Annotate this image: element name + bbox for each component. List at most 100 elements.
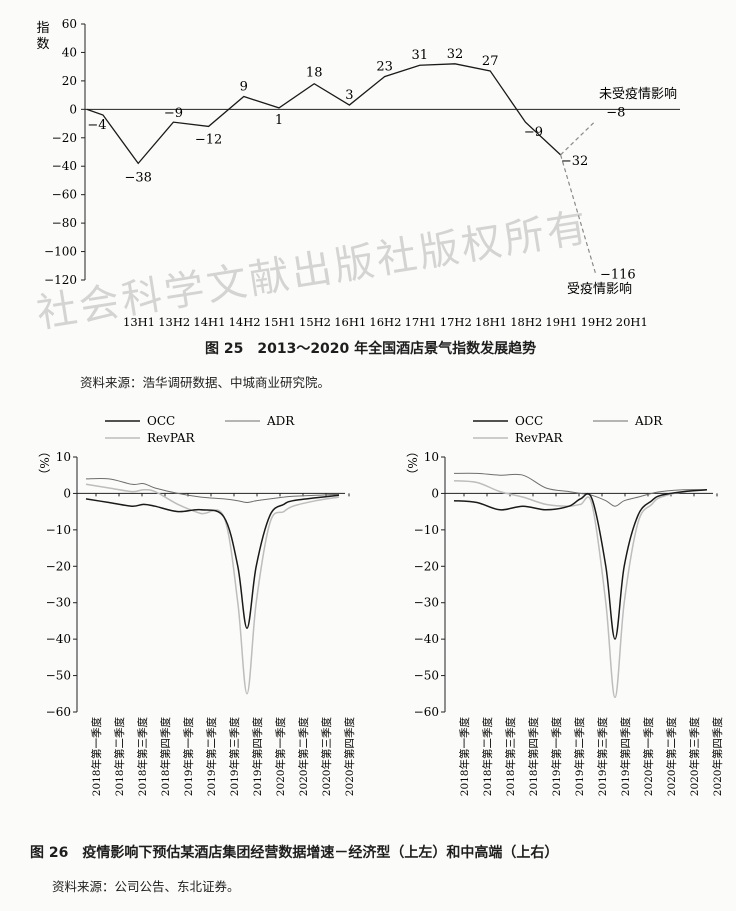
x-tick-label: 16H2 — [369, 315, 401, 329]
figure25-caption: 图 25 2013～2020 年全国酒店景气指数发展趋势 — [205, 341, 537, 357]
x-tick-label: 15H1 — [264, 315, 296, 329]
x-tick-label: 2019年第二季度 — [573, 717, 586, 797]
y-tick-label: −20 — [46, 559, 71, 573]
annotation-affected: 受疫情影响 — [567, 281, 632, 297]
hotel-index-trend-chart: 60 40 20 0 −20 −40 −60 −80 −100 −120 指数 −4 −38 −9 −12 9… — [36, 17, 680, 329]
legend-label-revpar: RevPAR — [515, 431, 564, 445]
y-tick-label: −60 — [414, 705, 439, 719]
y-tick-label: −50 — [414, 669, 439, 683]
figure26-caption: 图 26 疫情影响下预估某酒店集团经营数据增速－经济型（上左）和中高端（上右） — [30, 845, 559, 861]
x-tick-label: 2018年第一季度 — [90, 717, 103, 797]
legend-label-adr: ADR — [634, 414, 663, 428]
unaffected-forecast-line — [560, 120, 597, 156]
y-tick-label: −50 — [46, 669, 71, 683]
legend-label-occ: OCC — [515, 414, 543, 428]
y-axis-label: （%） — [405, 445, 419, 480]
midscale-hotel-growth-chart: OCC ADR RevPAR 10 0 −10 −20 −30 −40 −50 −60 （%） 2018… — [405, 414, 724, 797]
x-tick-label: 2018年第四季度 — [527, 717, 540, 797]
y-tick-label: −40 — [414, 632, 439, 646]
data-label: −9 — [524, 125, 543, 140]
x-tick-label: 2018年第三季度 — [136, 717, 149, 797]
annotation-unaffected: 未受疫情影响 — [599, 86, 677, 102]
data-label: −38 — [124, 170, 151, 185]
series-line-revpar — [85, 483, 340, 695]
x-tick-label: 2018年第二季度 — [113, 717, 126, 797]
x-tick-label: 2020年第二季度 — [665, 717, 678, 797]
y-tick-label: 0 — [69, 102, 77, 116]
y-tick-label: 10 — [424, 450, 439, 464]
data-label: 27 — [482, 54, 499, 69]
y-tick-label: −120 — [44, 273, 77, 287]
data-label: 32 — [447, 47, 464, 62]
y-tick-label: 10 — [56, 450, 71, 464]
x-tick-label: 2020年第三季度 — [688, 717, 701, 797]
data-label: 1 — [275, 113, 283, 128]
affected-forecast-line — [560, 154, 597, 275]
x-tick-label: 14H1 — [193, 315, 225, 329]
x-tick-label: 18H2 — [510, 315, 542, 329]
x-tick-label: 2018年第一季度 — [458, 717, 471, 797]
x-tick-label: 2020年第三季度 — [320, 717, 333, 797]
x-tick-label: 2019年第四季度 — [619, 717, 632, 797]
y-tick-label: 0 — [431, 486, 439, 500]
data-label: −8 — [606, 106, 625, 121]
economy-hotel-growth-chart: OCC ADR RevPAR 10 0 −10 −20 −30 −40 −50 −60 （%） 2018… — [37, 414, 356, 797]
y-axis-label-1: 指 — [36, 21, 49, 36]
series-line-occ — [85, 494, 340, 629]
y-tick-label: −40 — [52, 159, 77, 173]
data-label: 9 — [240, 80, 248, 95]
x-tick-label: 17H2 — [440, 315, 472, 329]
data-label: −32 — [561, 154, 588, 169]
y-tick-label: −30 — [46, 596, 71, 610]
series-line-adr — [453, 472, 708, 507]
x-tick-label: 16H1 — [334, 315, 366, 329]
x-tick-label: 2019年第四季度 — [251, 717, 264, 797]
x-tick-label: 2020年第四季度 — [711, 717, 724, 797]
data-label: −12 — [195, 132, 222, 147]
y-tick-label: 0 — [63, 486, 71, 500]
x-tick-label: 18H1 — [475, 315, 507, 329]
data-label: −116 — [600, 267, 636, 282]
y-tick-label: −20 — [414, 559, 439, 573]
data-label: 31 — [412, 48, 429, 63]
x-tick-label: 2019年第三季度 — [228, 717, 241, 797]
x-tick-label: 2019年第一季度 — [550, 717, 563, 797]
y-tick-label: −40 — [46, 632, 71, 646]
x-tick-label: 20H1 — [616, 315, 648, 329]
legend-label-occ: OCC — [147, 414, 175, 428]
x-tick-label: 2018年第二季度 — [481, 717, 494, 797]
x-tick-label: 2019年第一季度 — [182, 717, 195, 797]
index-line — [86, 63, 562, 165]
y-tick-label: 20 — [62, 74, 77, 88]
y-tick-label: −30 — [414, 596, 439, 610]
x-tick-label: 13H2 — [158, 315, 190, 329]
y-tick-label: 60 — [62, 17, 77, 31]
figure25-source: 资料来源：浩华调研数据、中城商业研究院。 — [80, 375, 331, 390]
data-label: 23 — [376, 60, 393, 75]
figure26-source: 资料来源：公司公告、东北证券。 — [52, 879, 240, 894]
y-tick-label: −60 — [52, 188, 77, 202]
series-line-adr — [85, 477, 340, 504]
data-label: 18 — [306, 66, 323, 81]
data-label: −9 — [164, 106, 183, 121]
x-tick-label: 15H2 — [299, 315, 331, 329]
y-tick-label: −10 — [46, 523, 71, 537]
x-tick-label: 2020年第一季度 — [274, 717, 287, 797]
x-tick-label: 13H1 — [123, 315, 155, 329]
x-tick-label: 2018年第三季度 — [504, 717, 517, 797]
data-label: −4 — [87, 118, 106, 133]
y-tick-label: −10 — [414, 523, 439, 537]
y-tick-label: −80 — [52, 216, 77, 230]
y-tick-label: −20 — [52, 131, 77, 145]
legend-label-revpar: RevPAR — [147, 431, 196, 445]
x-tick-label: 2020年第四季度 — [343, 717, 356, 797]
x-tick-label: 17H1 — [405, 315, 437, 329]
y-axis-label: （%） — [37, 445, 51, 480]
legend-label-adr: ADR — [266, 414, 295, 428]
x-tick-label: 2018年第四季度 — [159, 717, 172, 797]
y-tick-label: −60 — [46, 705, 71, 719]
x-tick-label: 2019年第二季度 — [205, 717, 218, 797]
y-tick-label: 40 — [62, 45, 77, 59]
x-tick-label: 14H2 — [229, 315, 261, 329]
x-tick-label: 19H2 — [581, 315, 613, 329]
